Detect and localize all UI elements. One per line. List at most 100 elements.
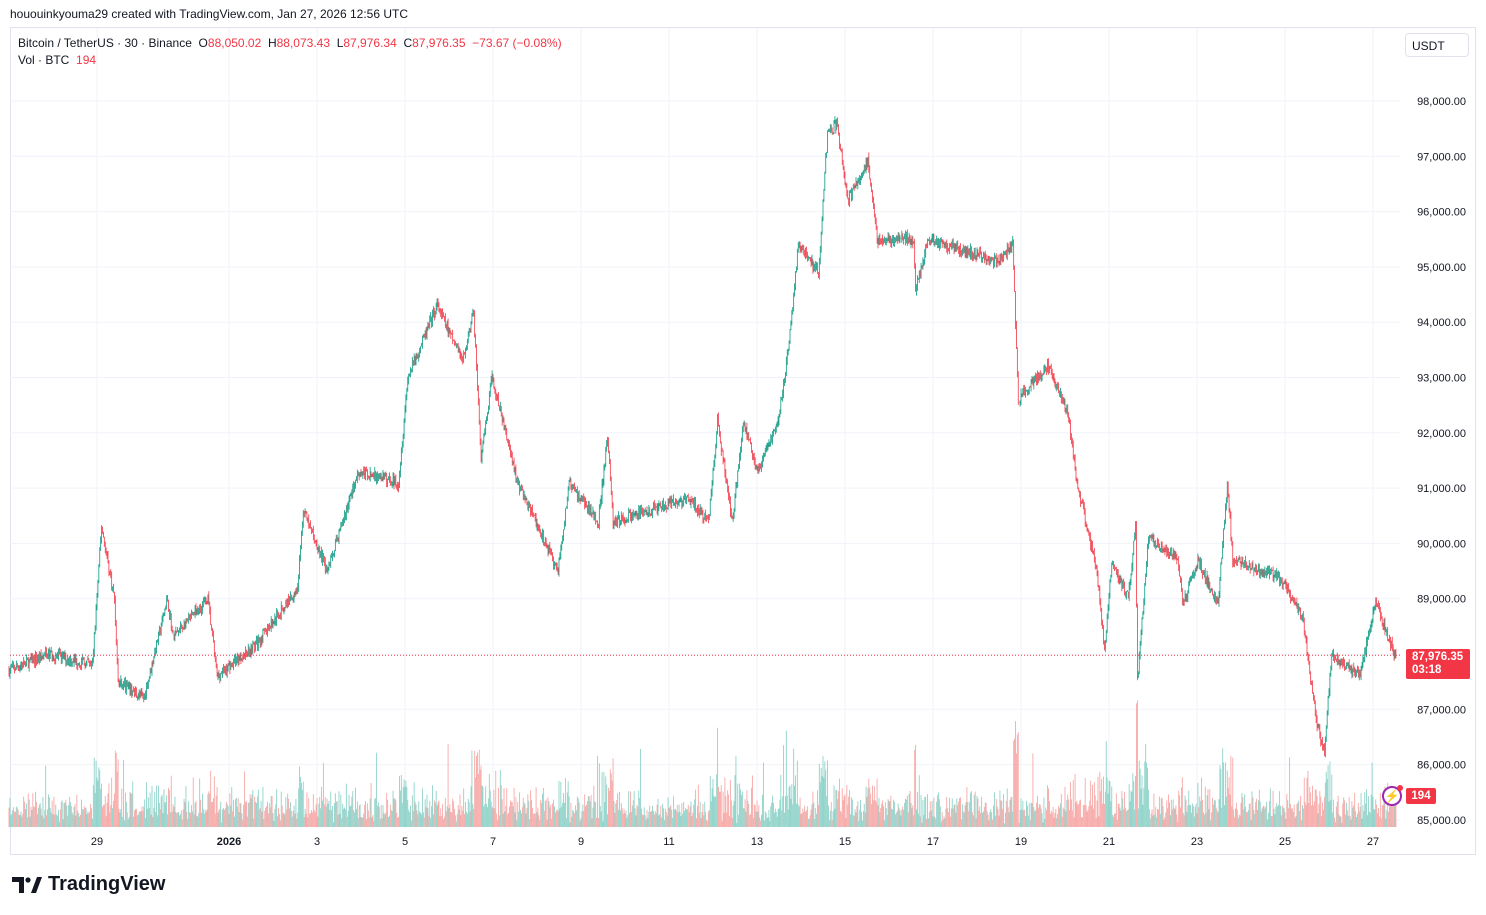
volume-bar: [1296, 804, 1298, 827]
volume-bar: [1168, 794, 1170, 827]
volume-bar: [403, 779, 405, 827]
volume-bar: [1332, 812, 1334, 827]
volume-bar: [432, 785, 433, 827]
volume-bar: [441, 815, 443, 827]
volume-bar: [135, 808, 137, 827]
volume-bar: [612, 758, 614, 827]
volume-bar: [1177, 821, 1179, 827]
volume-bar: [1224, 805, 1225, 827]
volume-bar: [1355, 811, 1357, 827]
volume-bar: [66, 805, 68, 827]
volume-bar: [817, 805, 819, 827]
volume-bar: [884, 802, 886, 827]
volume-bar: [744, 799, 746, 827]
volume-bar: [246, 816, 248, 827]
volume-bar: [110, 805, 112, 827]
volume-bar: [969, 801, 971, 827]
volume-bar: [755, 811, 757, 827]
volume-bar: [183, 799, 185, 827]
volume-bar: [215, 795, 217, 827]
volume-bar: [1185, 799, 1187, 827]
lightning-icon[interactable]: ⚡: [1382, 786, 1402, 806]
volume-bar: [139, 811, 141, 827]
volume-bar: [63, 803, 65, 827]
volume-bar: [38, 804, 40, 827]
volume-bar: [1081, 817, 1083, 827]
volume-bar: [1110, 801, 1112, 827]
volume-bar: [657, 798, 659, 827]
volume-bar: [1159, 813, 1161, 827]
volume-bar: [821, 775, 823, 827]
volume-bar: [1215, 807, 1217, 827]
volume-bar: [77, 810, 79, 827]
volume-bar: [263, 819, 265, 827]
volume-bar: [663, 819, 665, 827]
tradingview-logo[interactable]: TradingView: [12, 873, 165, 896]
volume-bar: [1015, 721, 1016, 827]
volume-bar: [82, 809, 84, 827]
volume-bar: [1089, 800, 1091, 827]
time-tick-label: 11: [663, 836, 674, 848]
volume-bar: [1271, 816, 1273, 827]
volume-bar: [834, 808, 836, 827]
volume-bar: [599, 806, 601, 827]
volume-bar: [279, 820, 281, 827]
volume-bar: [1253, 809, 1255, 827]
volume-bar: [99, 770, 101, 827]
currency-unit-button[interactable]: USDT: [1405, 33, 1469, 57]
volume-bar: [823, 777, 825, 827]
volume-bar: [702, 803, 704, 827]
volume-bar: [526, 808, 528, 827]
volume-bar: [448, 808, 450, 827]
volume-bar: [492, 807, 494, 827]
volume-bar: [785, 730, 787, 827]
volume-bar: [1180, 787, 1182, 827]
volume-bar: [392, 790, 394, 827]
volume-bar: [915, 744, 917, 827]
volume-bar: [1251, 791, 1253, 827]
volume-bar: [1369, 812, 1371, 827]
volume-bar: [96, 777, 98, 827]
volume-bar: [911, 808, 913, 827]
volume-bar: [377, 805, 378, 827]
volume-bar: [791, 784, 793, 827]
volume-bar: [533, 813, 535, 827]
volume-bar: [677, 812, 679, 827]
volume-label[interactable]: Vol · BTC: [18, 53, 70, 67]
volume-bar: [186, 811, 188, 827]
time-tick-label: 23: [1191, 836, 1203, 848]
volume-bar: [828, 820, 830, 827]
volume-bar: [656, 804, 658, 827]
volume-bar: [31, 809, 33, 827]
volume-bar: [257, 789, 259, 827]
volume-bar: [1112, 814, 1114, 827]
volume-bar: [953, 804, 955, 827]
volume-bar: [586, 804, 587, 827]
volume-bar: [290, 810, 292, 827]
volume-bar: [333, 822, 334, 827]
volume-bar: [1062, 807, 1064, 827]
volume-bar: [91, 818, 93, 827]
volume-bar: [996, 806, 998, 827]
symbol-name[interactable]: Bitcoin / TetherUS · 30 · Binance: [18, 36, 192, 50]
volume-bar: [604, 802, 606, 827]
volume-bar: [1313, 801, 1315, 827]
volume-bar: [461, 806, 463, 827]
volume-bar: [573, 811, 575, 827]
volume-bar: [397, 817, 399, 827]
volume-bar: [854, 809, 856, 827]
volume-bar: [1063, 809, 1065, 827]
volume-bar: [407, 799, 409, 827]
volume-bar: [1004, 812, 1006, 827]
volume-bar: [299, 766, 301, 827]
volume-bar: [593, 785, 595, 827]
volume-bar: [451, 812, 453, 827]
volume-bar: [712, 778, 714, 827]
volume-bar: [381, 818, 383, 827]
volume-bar: [579, 820, 581, 827]
volume-bar: [1333, 799, 1335, 827]
volume-bar: [124, 820, 125, 827]
volume-bar: [1390, 803, 1392, 827]
volume-bar: [797, 804, 799, 827]
